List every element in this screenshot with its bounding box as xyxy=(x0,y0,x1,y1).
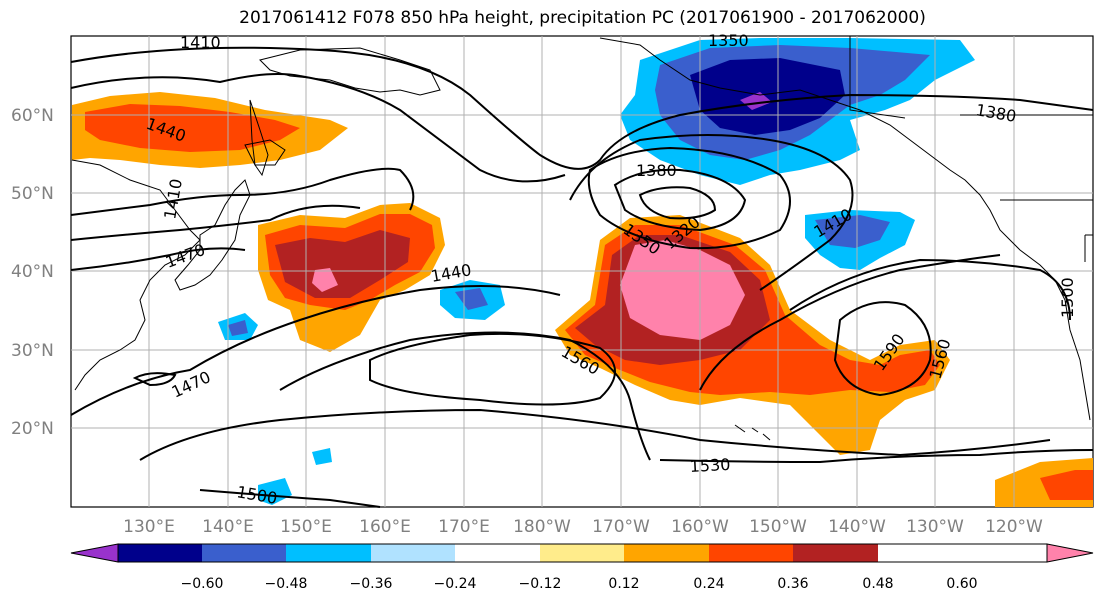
map-title: 2017061412 F078 850 hPa height, precipit… xyxy=(239,8,926,28)
lon-label: 140°E xyxy=(202,517,254,537)
colorbar-cell xyxy=(455,544,540,562)
colorbar-cells xyxy=(117,543,1048,563)
colorbar-tick-label: −0.60 xyxy=(181,576,224,592)
lat-label: 40°N xyxy=(11,262,54,282)
colorbar-extend-high xyxy=(1046,543,1094,563)
colorbar: −0.60 −0.48 −0.36 −0.24 −0.12 0.12 0.24 … xyxy=(70,543,1094,592)
lon-label: 170°E xyxy=(438,517,490,537)
colorbar-tick-label: 0.24 xyxy=(693,576,724,592)
contour-label: 1350 xyxy=(708,31,749,50)
lon-label: 150°E xyxy=(280,517,332,537)
colorbar-cell xyxy=(624,544,709,562)
colorbar-cell xyxy=(709,544,793,562)
lat-labels: 60°N 50°N 40°N 30°N 20°N xyxy=(11,106,54,439)
colorbar-tick-label: 0.36 xyxy=(777,576,808,592)
lon-label: 120°W xyxy=(985,517,1043,537)
colorbar-tick-label: −0.48 xyxy=(265,576,308,592)
contour-label: 1500 xyxy=(1058,277,1077,318)
lon-label: 170°W xyxy=(592,517,650,537)
precip-shading xyxy=(72,38,1093,507)
colorbar-tick-label: −0.24 xyxy=(434,576,477,592)
lon-label: 160°W xyxy=(671,517,729,537)
coastlines xyxy=(71,36,1093,441)
colorbar-tick-label: 0.48 xyxy=(862,576,893,592)
lon-label: 160°E xyxy=(359,517,411,537)
colorbar-ticks: −0.60 −0.48 −0.36 −0.24 −0.12 0.12 0.24 … xyxy=(181,576,978,592)
lon-label: 130°W xyxy=(906,517,964,537)
lat-label: 50°N xyxy=(11,184,54,204)
map-gridlines xyxy=(71,36,1093,507)
contour-label: 1380 xyxy=(636,161,677,180)
colorbar-cell xyxy=(793,544,878,562)
colorbar-cell xyxy=(118,544,202,562)
lon-label: 130°E xyxy=(123,517,175,537)
lon-label: 140°W xyxy=(828,517,886,537)
colorbar-cell xyxy=(371,544,455,562)
colorbar-tick-label: 0.60 xyxy=(946,576,977,592)
lon-label: 150°W xyxy=(749,517,807,537)
lat-label: 30°N xyxy=(11,341,54,361)
lon-label: 180°W xyxy=(513,517,571,537)
colorbar-extend-low xyxy=(70,543,119,563)
lon-labels: 130°E 140°E 150°E 160°E 170°E 180°W 170°… xyxy=(123,517,1043,537)
colorbar-tick-label: −0.12 xyxy=(519,576,562,592)
map-panel: 1410 1440 1410 1470 1440 1350 1380 1380 … xyxy=(11,31,1094,537)
colorbar-tick-label: −0.36 xyxy=(350,576,393,592)
contour-label: 1530 xyxy=(689,455,731,476)
colorbar-cell xyxy=(286,544,371,562)
lat-label: 60°N xyxy=(11,106,54,126)
contour-label: 1410 xyxy=(180,33,221,52)
colorbar-cell xyxy=(202,544,286,562)
lat-label: 20°N xyxy=(11,419,54,439)
colorbar-cell xyxy=(540,544,624,562)
colorbar-tick-label: 0.12 xyxy=(608,576,639,592)
height-contours xyxy=(70,46,1094,508)
